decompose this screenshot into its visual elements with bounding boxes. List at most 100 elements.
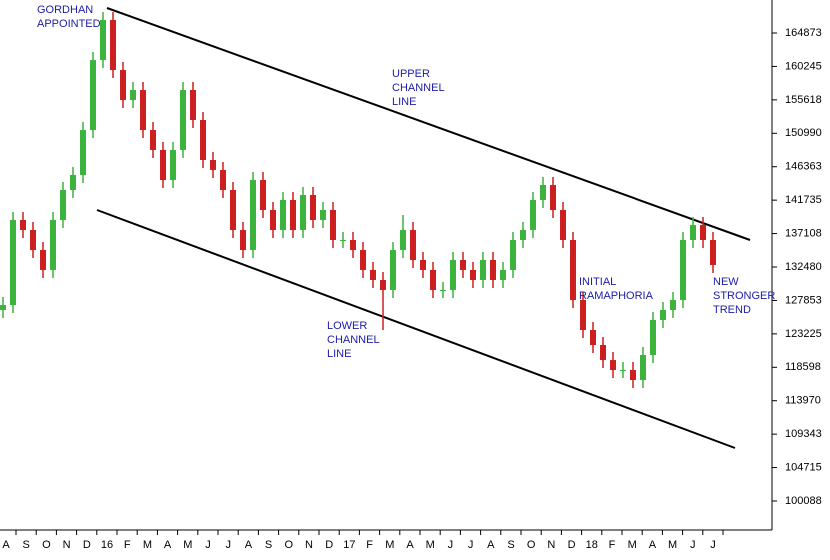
candle-body — [510, 239, 516, 270]
candle-body — [60, 189, 66, 220]
lower-channel-line — [96, 209, 736, 449]
candle-body — [560, 210, 566, 240]
x-tick-label: A — [487, 539, 495, 551]
x-tick-label: A — [649, 539, 657, 551]
x-tick-label: M — [385, 539, 394, 551]
y-tick-label: 113970 — [785, 395, 821, 407]
candle-body — [120, 70, 126, 100]
candle-body — [610, 360, 616, 371]
candle-body — [130, 90, 136, 100]
y-tick-label: 150990 — [785, 127, 822, 139]
y-tick-label: 123225 — [785, 328, 822, 340]
candle-body — [100, 20, 106, 61]
candle-body — [320, 210, 326, 220]
x-tick-label: N — [305, 539, 313, 551]
y-tick-label: 155618 — [785, 94, 822, 106]
x-tick-label: F — [366, 539, 373, 551]
candle-body — [690, 224, 696, 240]
candle-body — [330, 210, 336, 240]
y-tick-label: 127853 — [785, 294, 822, 306]
candle-body — [630, 370, 636, 380]
x-tick-label: O — [285, 539, 294, 551]
annotation: STRONGER — [713, 290, 775, 302]
candle-body — [160, 149, 166, 181]
candle-body — [70, 174, 76, 190]
annotation: LOWER — [327, 320, 367, 332]
candle-body — [230, 189, 236, 231]
candle-body — [480, 259, 486, 281]
candle-body — [410, 230, 416, 260]
x-tick-label: F — [124, 539, 131, 551]
candle-body — [240, 230, 246, 251]
candle-body — [80, 130, 86, 175]
candle-body — [710, 239, 716, 265]
candle-body — [640, 354, 646, 380]
candle-body — [670, 300, 676, 310]
candle-body — [190, 90, 196, 120]
candle-body — [300, 194, 306, 231]
y-tick-label: 141735 — [785, 194, 822, 206]
candle-body — [700, 224, 706, 240]
annotation: NEW — [713, 276, 739, 288]
candle-body — [620, 370, 626, 372]
y-tick-label: 146363 — [785, 161, 822, 173]
x-tick-label: A — [2, 539, 10, 551]
x-tick-label: F — [609, 539, 616, 551]
annotation: APPOINTED — [37, 18, 101, 30]
candle-body — [570, 239, 576, 301]
candle-body — [580, 300, 586, 330]
candle-body — [390, 250, 396, 290]
x-tick-label: A — [164, 539, 172, 551]
candle-body — [590, 329, 596, 346]
candle-body — [520, 230, 526, 240]
candle-body — [550, 185, 556, 211]
x-tick-label: N — [63, 539, 71, 551]
candle-body — [400, 230, 406, 251]
candle-body — [220, 169, 226, 190]
candle-body — [420, 259, 426, 270]
y-tick-label: 104715 — [785, 461, 822, 473]
x-tick-label: J — [690, 539, 696, 551]
candle-body — [200, 119, 206, 161]
x-tick-label: S — [507, 539, 514, 551]
candle-body — [50, 219, 56, 270]
x-tick-label: 18 — [586, 539, 598, 551]
x-tick-label: D — [83, 539, 91, 551]
x-tick-label: S — [265, 539, 272, 551]
y-tick-label: 100088 — [785, 495, 822, 507]
candle-body — [150, 130, 156, 150]
candle-body — [110, 20, 116, 71]
x-tick-label: O — [527, 539, 536, 551]
candle-body — [470, 269, 476, 281]
x-tick-label: M — [426, 539, 435, 551]
candle-body — [450, 259, 456, 290]
candle-body — [380, 280, 386, 290]
candle-body — [340, 239, 346, 241]
x-tick-label: A — [406, 539, 414, 551]
annotation: UPPER — [392, 68, 430, 80]
candle-body — [210, 160, 216, 170]
x-tick-label: O — [42, 539, 51, 551]
y-tick-label: 137108 — [785, 227, 822, 239]
candle-body — [500, 269, 506, 281]
x-tick-label: D — [568, 539, 576, 551]
candle-body — [0, 305, 6, 310]
candle-body — [350, 239, 356, 251]
annotation: LINE — [327, 348, 351, 360]
candle-body — [530, 199, 536, 231]
candle-body — [680, 239, 686, 301]
candle-body — [540, 185, 546, 200]
y-tick-label: 160245 — [785, 60, 822, 72]
annotation: CHANNEL — [392, 82, 445, 94]
candle-body — [430, 269, 436, 290]
x-tick-label: M — [183, 539, 192, 551]
candle-body — [20, 219, 26, 231]
annotation: TREND — [713, 304, 751, 316]
x-tick-label: M — [668, 539, 677, 551]
annotation: RAMAPHORIA — [579, 290, 654, 302]
x-tick-label: J — [205, 539, 211, 551]
candle-body — [280, 199, 286, 231]
candle-body — [650, 320, 656, 355]
candle-body — [370, 269, 376, 281]
